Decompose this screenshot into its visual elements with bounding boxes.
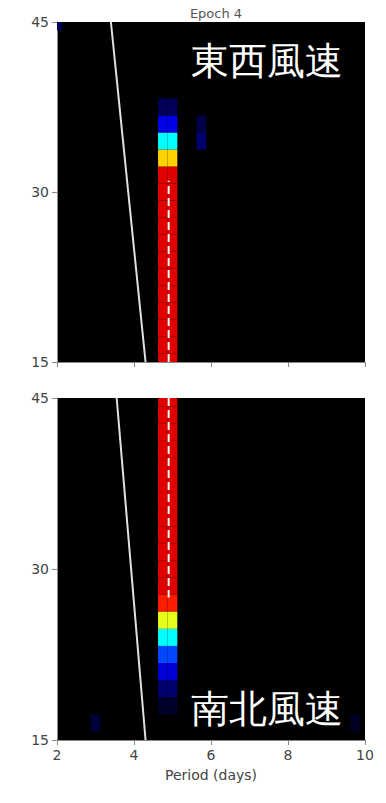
svg-text:8: 8 [284,747,293,763]
svg-text:南北風速: 南北風速 [191,687,343,731]
svg-text:30: 30 [31,561,49,577]
svg-text:4: 4 [130,747,139,763]
svg-text:東西風速: 東西風速 [191,39,343,83]
svg-text:45: 45 [31,14,49,30]
svg-text:10: 10 [356,747,374,763]
svg-text:6: 6 [207,747,216,763]
svg-text:Period (days): Period (days) [165,767,257,783]
svg-text:45: 45 [31,390,49,406]
svg-text:Epoch 4: Epoch 4 [190,6,242,21]
svg-text:30: 30 [31,184,49,200]
svg-text:2: 2 [53,747,62,763]
svg-text:15: 15 [31,354,49,370]
svg-text:15: 15 [31,732,49,748]
